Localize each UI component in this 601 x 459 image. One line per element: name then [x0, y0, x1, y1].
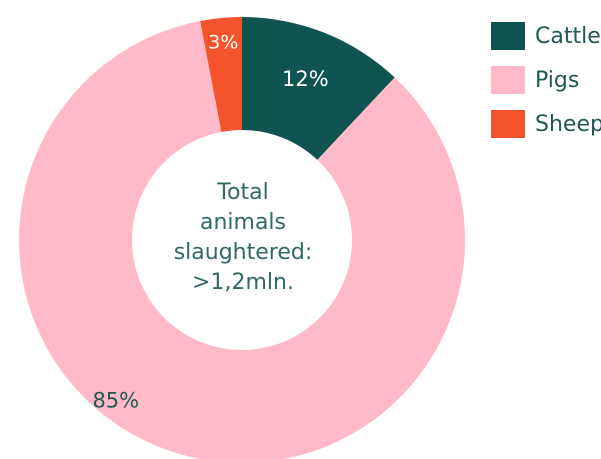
legend-swatch-sheep — [491, 110, 525, 138]
legend-label-cattle: Cattle — [535, 23, 601, 49]
center-line-3: slaughtered: — [173, 240, 313, 265]
legend-label-pigs: Pigs — [535, 67, 580, 93]
legend-item-pigs: Pigs — [491, 64, 601, 96]
slice-cattle — [242, 17, 395, 160]
data-label-sheep: 3% — [208, 31, 238, 53]
slice-sheep — [200, 17, 242, 132]
legend-label-sheep: Sheep — [535, 111, 601, 137]
legend-swatch-cattle — [491, 22, 525, 50]
legend-swatch-pigs — [491, 66, 525, 94]
center-line-4: >1,2mln. — [192, 270, 294, 295]
legend-item-sheep: Sheep — [491, 108, 601, 140]
data-label-pigs: 85% — [92, 389, 139, 413]
data-label-cattle: 12% — [282, 67, 329, 91]
center-line-1: Total — [217, 180, 269, 205]
slice-pigs — [19, 20, 465, 459]
center-line-2: animals — [199, 210, 287, 235]
legend: Cattle Pigs Sheep — [491, 20, 601, 152]
legend-item-cattle: Cattle — [491, 20, 601, 52]
center-label: Total animals slaughtered: >1,2mln. — [158, 178, 328, 298]
